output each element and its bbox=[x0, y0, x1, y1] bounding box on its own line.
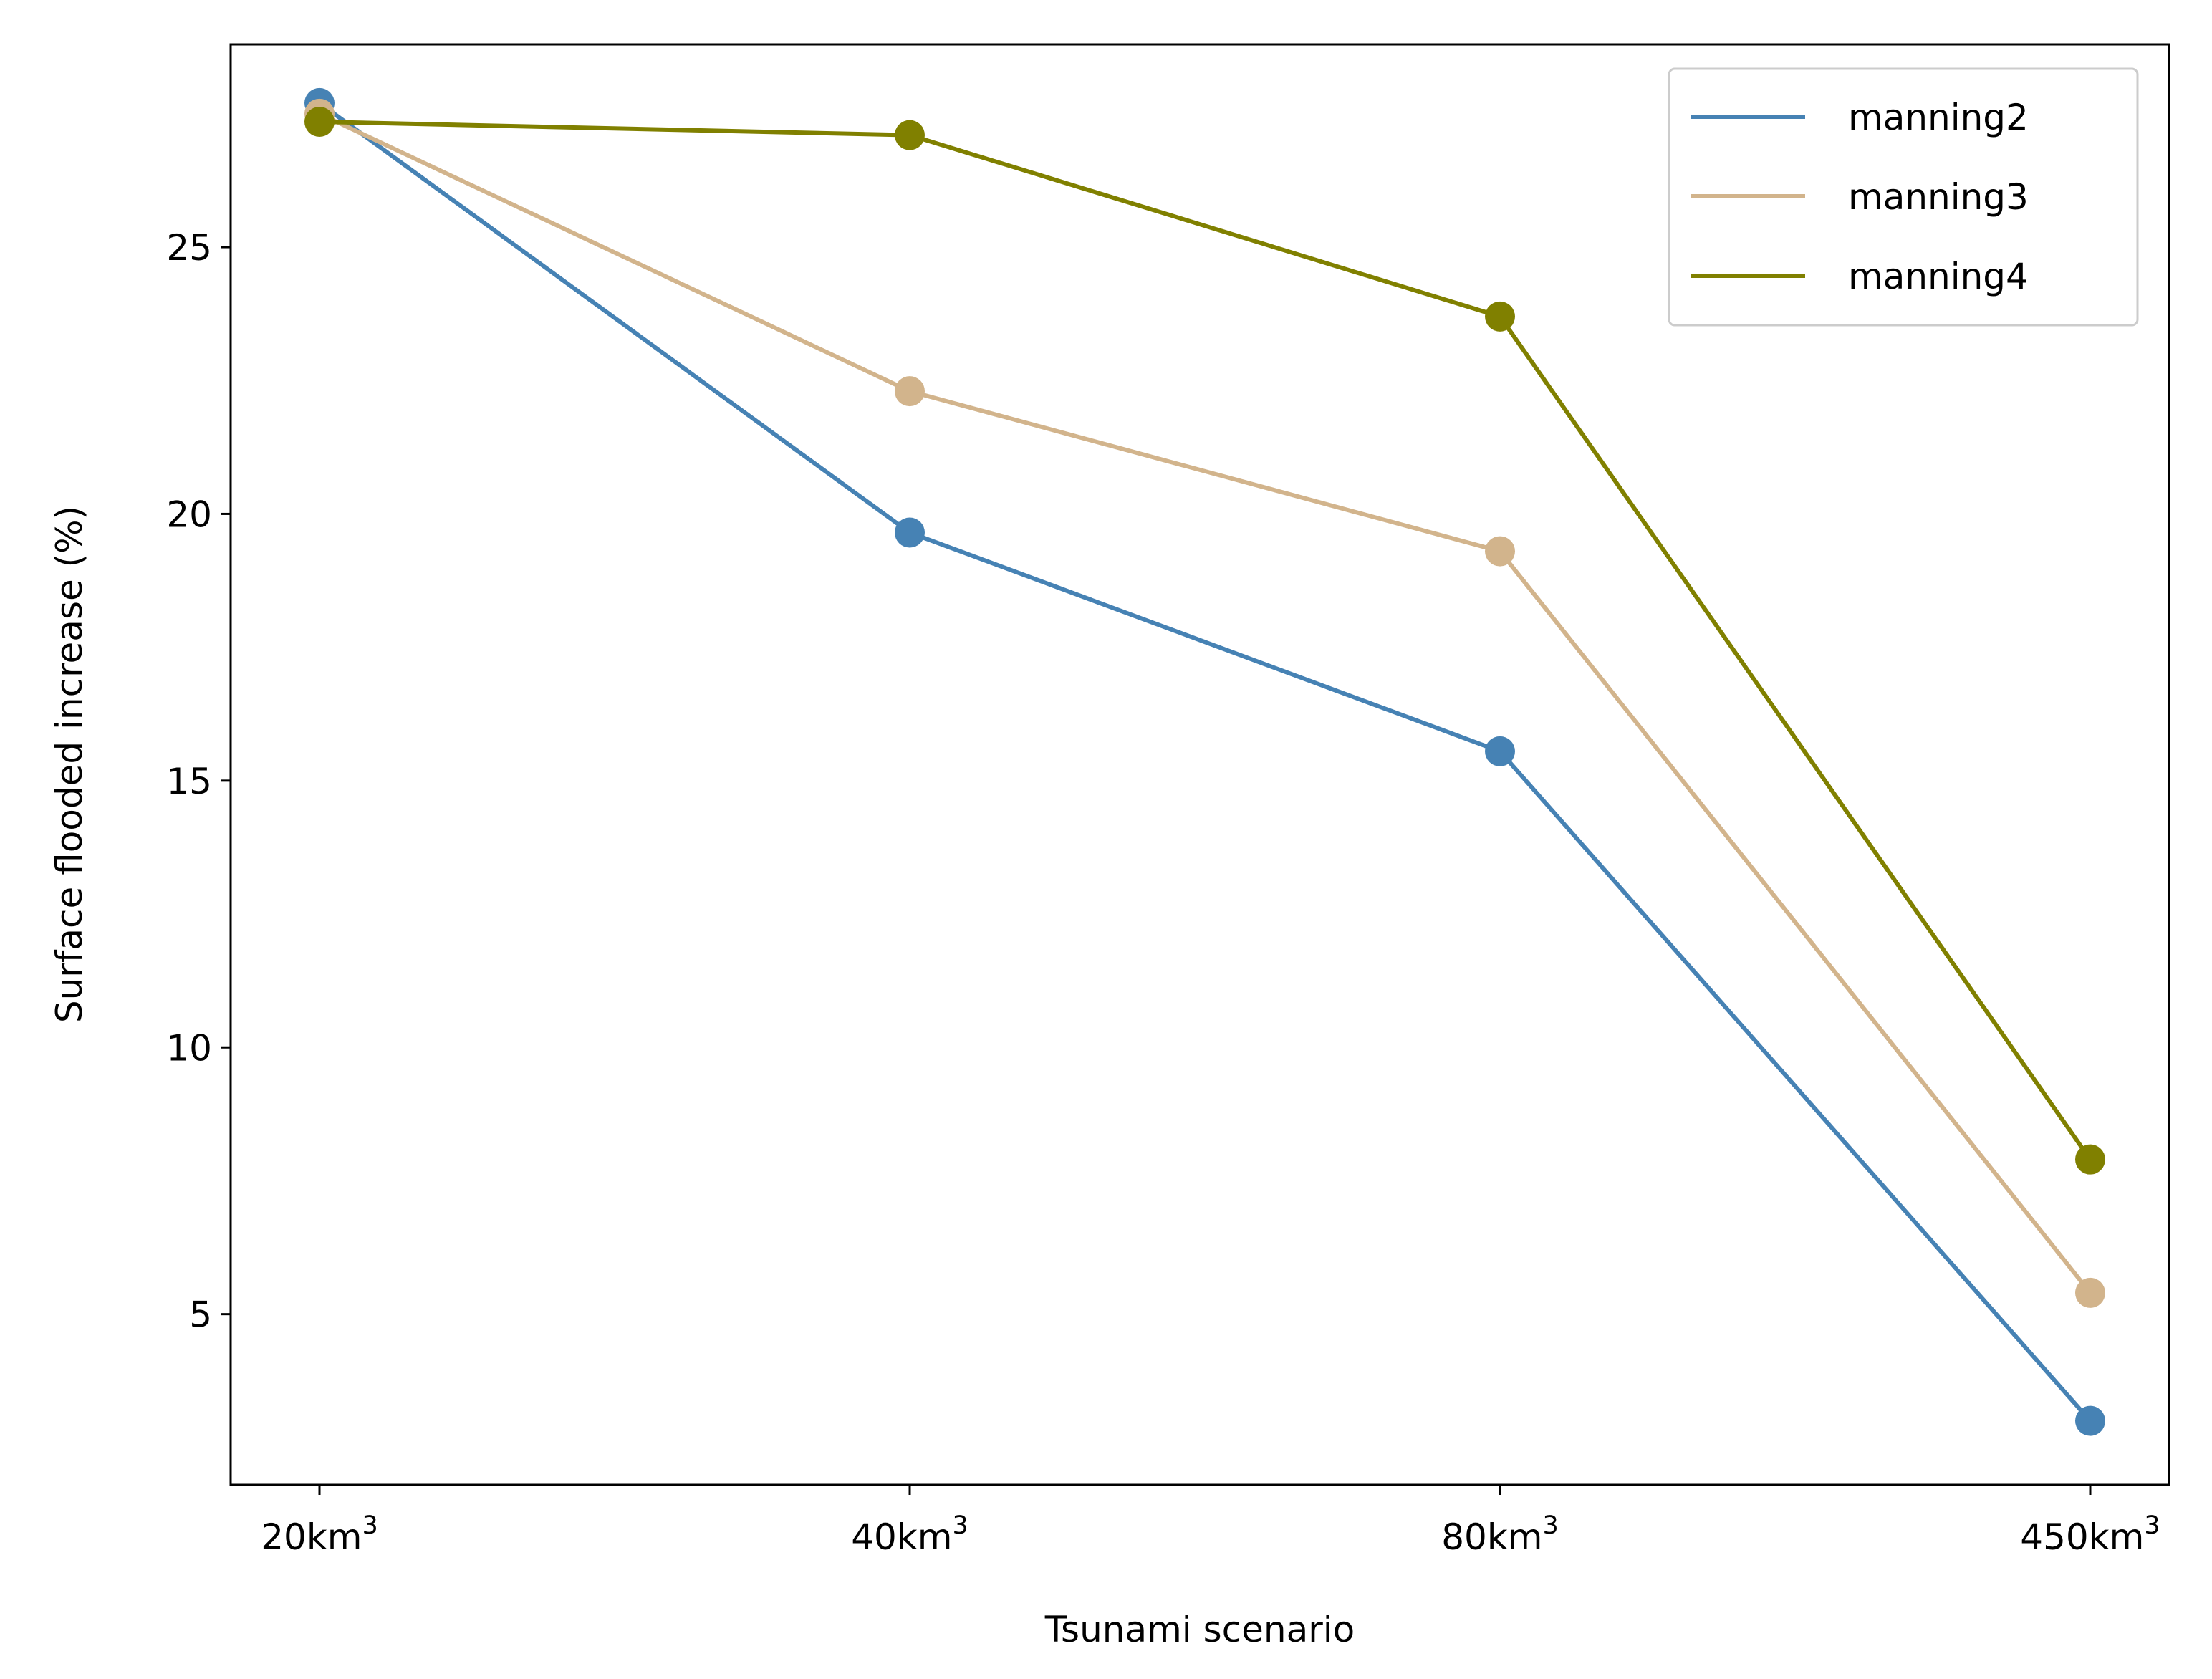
x-tick-label: 40km3 bbox=[851, 1511, 968, 1558]
legend-label-manning4: manning4 bbox=[1848, 256, 2029, 297]
data-point-manning2 bbox=[2075, 1405, 2105, 1436]
x-tick-label-base: 40km bbox=[851, 1516, 952, 1558]
series-layer bbox=[304, 87, 2105, 1436]
data-point-manning3 bbox=[895, 376, 925, 407]
y-tick-label: 5 bbox=[189, 1294, 212, 1336]
series-manning4 bbox=[304, 106, 2105, 1175]
data-point-manning4 bbox=[304, 106, 335, 137]
x-tick-label: 80km3 bbox=[1441, 1511, 1559, 1558]
legend: manning2 manning3 manning4 bbox=[1668, 67, 2139, 327]
y-axis-label: Surface flooded increase (%) bbox=[49, 506, 90, 1023]
x-tick-label-superscript: 3 bbox=[953, 1511, 968, 1540]
legend-label-manning3: manning3 bbox=[1848, 176, 2029, 218]
y-tick-label: 25 bbox=[166, 227, 212, 269]
y-tick-label: 10 bbox=[166, 1027, 212, 1069]
series-line-manning4 bbox=[319, 119, 2092, 1161]
data-point-manning3 bbox=[2075, 1277, 2105, 1308]
y-tick-label: 15 bbox=[166, 761, 212, 802]
x-tick-label-base: 450km bbox=[2020, 1516, 2144, 1558]
x-tick-label-superscript: 3 bbox=[1543, 1511, 1559, 1540]
data-point-manning4 bbox=[2075, 1144, 2105, 1175]
data-point-manning2 bbox=[895, 517, 925, 548]
x-tick-label: 20km3 bbox=[261, 1511, 378, 1558]
data-point-manning2 bbox=[1485, 736, 1515, 766]
y-tick-label: 20 bbox=[166, 494, 212, 535]
x-axis-label: Tsunami scenario bbox=[1044, 1609, 1355, 1650]
x-tick-label-superscript: 3 bbox=[2144, 1511, 2160, 1540]
plot-frame bbox=[229, 43, 2170, 1486]
series-line-manning3 bbox=[318, 112, 2092, 1294]
series-line-manning2 bbox=[318, 101, 2092, 1423]
data-point-manning4 bbox=[895, 120, 925, 150]
data-point-manning4 bbox=[1485, 301, 1515, 332]
x-tick-label-base: 20km bbox=[261, 1516, 362, 1558]
legend-box bbox=[1668, 67, 2139, 327]
legend-label-manning2: manning2 bbox=[1848, 97, 2029, 138]
x-tick-label: 450km3 bbox=[2020, 1511, 2160, 1558]
data-point-manning3 bbox=[1485, 536, 1515, 567]
x-tick-label-base: 80km bbox=[1441, 1516, 1542, 1558]
x-tick-label-superscript: 3 bbox=[362, 1511, 378, 1540]
